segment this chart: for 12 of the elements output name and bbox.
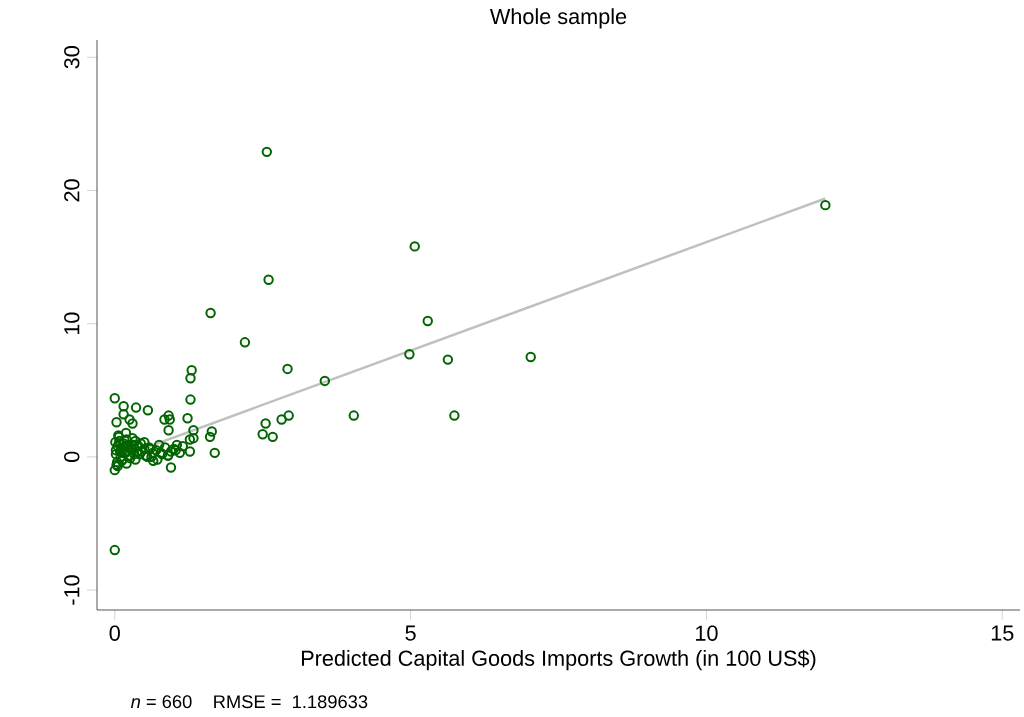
x-axis-title: Predicted Capital Goods Imports Growth (in 100 US$) [301,649,816,671]
x-tick-label: 15 [991,625,1014,641]
y-tick-label: -10 [64,575,80,605]
text: n = 660 RMSE = 1.189633 [130,695,368,709]
x-tick-label: 10 [696,625,718,641]
x-tick-label: 0 [109,625,120,641]
x-tick-label: 5 [405,625,416,641]
y-tick-label: 10 [64,312,80,335]
chart-title: Whole sample [489,8,627,29]
y-tick-label: 30 [64,46,80,69]
y-tick-label: 0 [64,451,80,463]
y-tick-label: 20 [64,179,80,202]
